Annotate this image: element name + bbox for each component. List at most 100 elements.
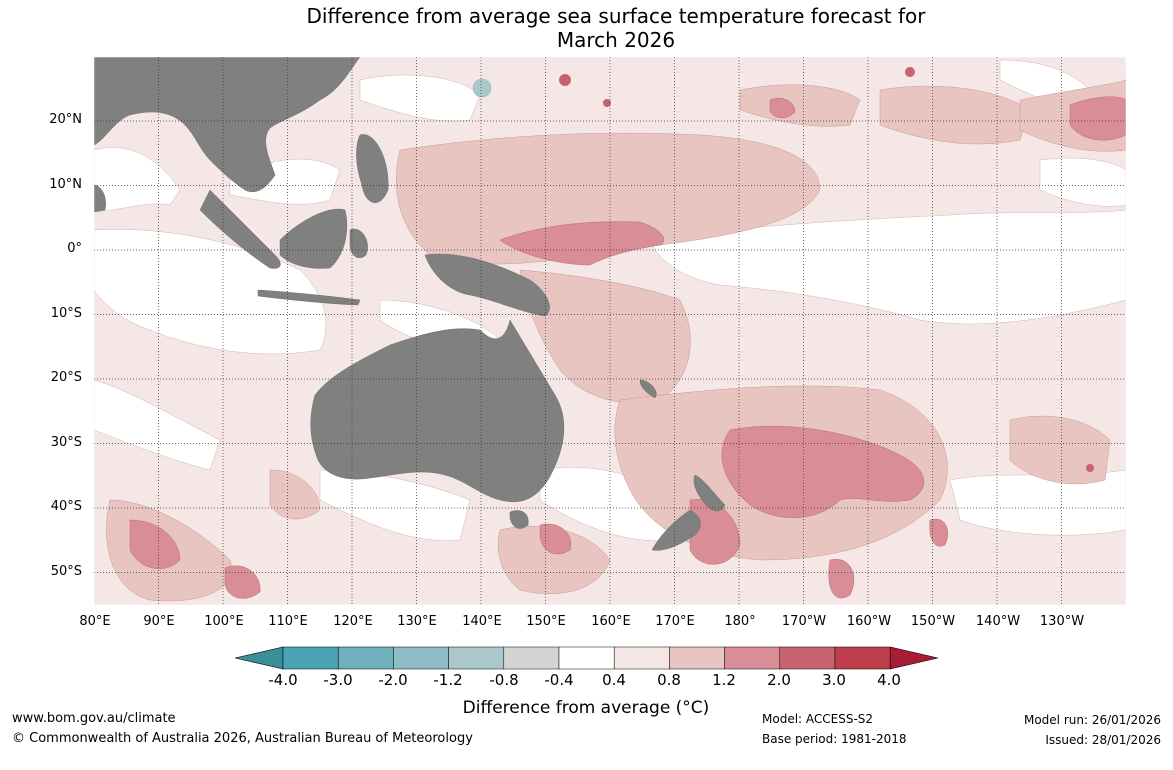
colorbar-tick: 2.0 <box>767 671 791 689</box>
warm-region <box>269 469 321 520</box>
colorbar-tick: 1.2 <box>712 671 736 689</box>
lon-label: 140°W <box>975 614 1021 629</box>
strong-warm-region <box>499 221 665 266</box>
lat-label-50s: 50°S <box>50 564 82 579</box>
new-zealand-south-island <box>651 509 701 551</box>
lon-label: 150°W <box>910 614 956 629</box>
colorbar-segment <box>448 646 505 670</box>
sulawesi-island <box>349 228 368 259</box>
colorbar-segment <box>503 646 560 670</box>
asia-landmass <box>94 57 361 193</box>
warm-region <box>1009 415 1111 485</box>
hot-spot <box>603 99 611 107</box>
colorbar-tick: -1.2 <box>433 671 463 689</box>
strong-warm-region <box>539 523 572 555</box>
cool-spot <box>472 78 492 98</box>
new-caledonia-island <box>639 379 657 399</box>
lat-label-30s: 30°S <box>50 435 82 450</box>
lon-label: 110°E <box>268 614 308 629</box>
colorbar-segment <box>558 646 615 670</box>
neutral-region <box>359 74 481 122</box>
colorbar <box>234 646 939 670</box>
colorbar-upper-extension <box>889 646 939 670</box>
neutral-region <box>1039 157 1126 207</box>
lat-label-10s: 10°S <box>50 306 82 321</box>
lon-label: 90°E <box>143 614 175 629</box>
lon-label: 100°E <box>204 614 244 629</box>
colorbar-tick: -3.0 <box>323 671 353 689</box>
strong-warm-region <box>129 519 181 569</box>
neutral-region <box>94 379 221 471</box>
colorbar-lower-extension <box>234 646 284 670</box>
title-line-2: March 2026 <box>556 28 676 52</box>
new-guinea-island <box>424 253 550 317</box>
hot-spots <box>559 67 1094 472</box>
lon-label: 130°E <box>397 614 437 629</box>
colorbar-tick: 3.0 <box>822 671 846 689</box>
chart-title: Difference from average sea surface temp… <box>0 4 1173 52</box>
lon-label: 80°E <box>79 614 111 629</box>
sumatra-island <box>199 189 281 269</box>
colorbar-segment <box>669 646 725 670</box>
colorbar-segment <box>724 646 781 670</box>
warm-regions <box>106 79 1126 602</box>
colorbar-title: Difference from average (°C) <box>462 698 710 718</box>
colorbar-tick: 0.4 <box>602 671 626 689</box>
strong-warm-region <box>929 518 948 547</box>
lon-label: 140°E <box>462 614 502 629</box>
model-name: Model: ACCESS-S2 <box>762 712 874 726</box>
lon-label: 180° <box>724 614 756 629</box>
base-period: Base period: 1981-2018 <box>762 732 907 746</box>
map-area <box>94 57 1126 605</box>
graticule <box>94 57 1126 605</box>
colorbar-tick: -0.4 <box>544 671 574 689</box>
lat-label-20s: 20°S <box>50 370 82 385</box>
lon-label: 170°E <box>655 614 695 629</box>
title-line-1: Difference from average sea surface temp… <box>306 4 926 28</box>
lat-label-40s: 40°S <box>50 499 82 514</box>
warm-region <box>739 84 861 127</box>
colorbar-tick: -4.0 <box>268 671 298 689</box>
lon-label: 120°E <box>333 614 373 629</box>
strong-warm-region <box>828 559 855 599</box>
colorbar-segment <box>779 646 836 670</box>
colorbar-tick: -2.0 <box>378 671 408 689</box>
website-link[interactable]: www.bom.gov.au/climate <box>12 711 176 726</box>
land-masses <box>94 57 726 551</box>
lon-label: 160°W <box>846 614 892 629</box>
borneo-island <box>279 208 348 269</box>
lon-label: 160°E <box>591 614 631 629</box>
colorbar-segment <box>337 646 394 670</box>
strong-warm-regions <box>129 96 1126 599</box>
new-zealand-north-island <box>693 474 726 512</box>
copyright-text: © Commonwealth of Australia 2026, Austra… <box>12 731 473 746</box>
strong-warm-region <box>224 565 261 599</box>
java-island <box>257 289 361 306</box>
hot-spot <box>905 67 915 77</box>
colorbar-tick: -0.8 <box>489 671 519 689</box>
model-run-date: Model run: 26/01/2026 <box>1023 713 1161 727</box>
colorbar-segment <box>282 646 339 670</box>
colorbar-tick: 4.0 <box>877 671 901 689</box>
australia-landmass <box>310 319 565 503</box>
lat-label-20n: 20°N <box>49 112 82 127</box>
tasmania-island <box>509 510 529 529</box>
neutral-region <box>649 209 1126 325</box>
hot-spot <box>559 74 571 86</box>
neutral-region <box>949 469 1126 536</box>
hot-spot <box>1086 464 1094 472</box>
warm-region <box>879 85 1031 145</box>
lon-label: 130°W <box>1039 614 1085 629</box>
lon-label: 170°W <box>781 614 827 629</box>
issued-date: Issued: 28/01/2026 <box>1045 733 1161 747</box>
strong-warm-region <box>721 426 925 518</box>
colorbar-tick: 0.8 <box>657 671 681 689</box>
colorbar-segment <box>834 646 891 670</box>
map-frame <box>93 56 1127 606</box>
colorbar-segment <box>613 646 670 670</box>
strong-warm-region <box>769 97 796 119</box>
lat-label-10n: 10°N <box>49 177 82 192</box>
lon-label: 150°E <box>526 614 566 629</box>
lat-label-0: 0° <box>67 241 82 256</box>
